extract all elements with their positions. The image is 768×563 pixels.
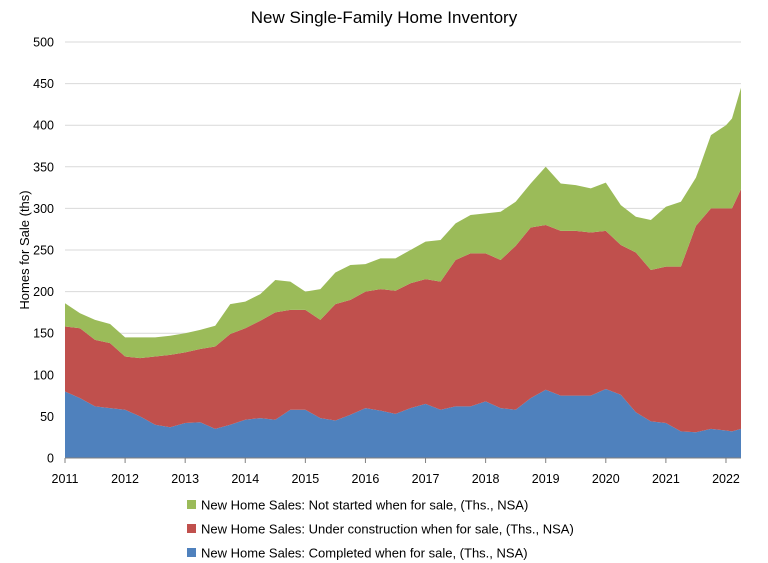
chart-title: New Single-Family Home Inventory [251, 8, 518, 27]
legend-swatch [187, 500, 196, 509]
y-axis-title: Homes for Sale (ths) [17, 190, 32, 309]
legend-label: New Home Sales: Completed when for sale,… [201, 546, 528, 561]
x-tick-label: 2015 [291, 472, 319, 486]
legend-label: New Home Sales: Not started when for sal… [201, 498, 528, 513]
x-tick-label: 2018 [472, 472, 500, 486]
axes: 0 50 100 150 200 250 300 350 400 450 500 2011 2012 20… [33, 36, 741, 486]
y-tick-label: 400 [33, 119, 54, 133]
y-tick-label: 200 [33, 285, 54, 299]
x-tick-label: 2022 [712, 472, 740, 486]
y-tick-label: 500 [33, 36, 54, 50]
legend-swatch [187, 524, 196, 533]
legend: New Home Sales: Not started when for sal… [187, 498, 574, 561]
legend-label: New Home Sales: Under construction when … [201, 522, 574, 537]
y-tick-label: 300 [33, 202, 54, 216]
x-tick-label: 2016 [352, 472, 380, 486]
y-tick-label: 350 [33, 160, 54, 174]
x-tick-label: 2017 [412, 472, 440, 486]
x-tick-label: 2014 [231, 472, 259, 486]
x-tick-label: 2011 [52, 472, 79, 486]
y-tick-label: 50 [40, 410, 54, 424]
series-areas [65, 87, 741, 458]
y-tick-label: 450 [33, 77, 54, 91]
x-tick-label: 2012 [111, 472, 139, 486]
x-tick-label: 2020 [592, 472, 620, 486]
x-tick-label: 2013 [171, 472, 199, 486]
x-tick-label: 2021 [652, 472, 680, 486]
x-tick-label: 2019 [532, 472, 560, 486]
legend-swatch [187, 548, 196, 557]
series-area-2 [65, 87, 741, 359]
y-tick-label: 150 [33, 327, 54, 341]
y-tick-label: 100 [33, 368, 54, 382]
y-tick-label: 250 [33, 244, 54, 258]
y-tick-label: 0 [47, 452, 54, 466]
series-area-1 [65, 189, 741, 433]
series-area-0 [65, 388, 741, 458]
